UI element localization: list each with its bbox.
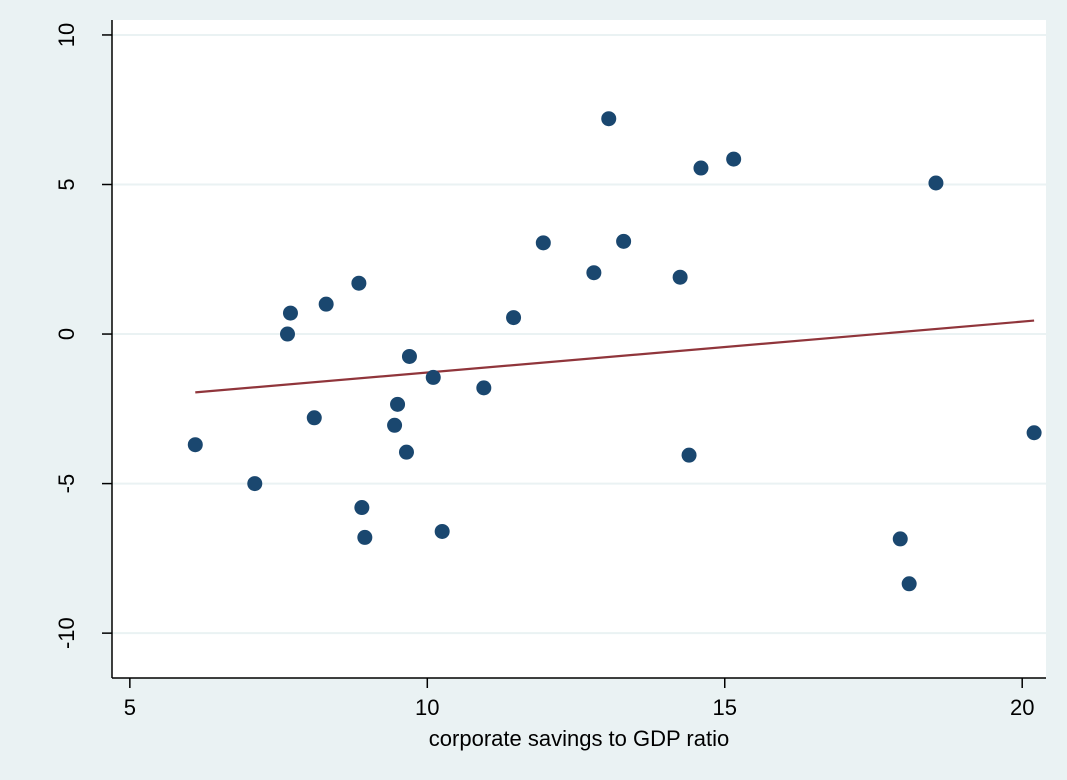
plot-area [112,20,1046,678]
data-point [928,175,944,191]
y-tick-label: 0 [54,328,79,340]
y-tick-label: 10 [54,23,79,47]
x-tick-label: 20 [1010,695,1034,720]
x-tick-label: 15 [713,695,737,720]
y-tick-label: 5 [54,178,79,190]
data-point [306,410,322,426]
gridlines [112,33,1046,635]
data-point [892,531,908,547]
data-point [425,369,441,385]
data-point [390,396,406,412]
data-point [1026,425,1042,441]
data-point [506,310,522,326]
x-axis-ticks: 5 10 15 20 [124,678,1034,720]
data-point [616,233,632,249]
y-axis-ticks: -10 -5 0 5 10 [54,23,112,649]
y-tick-label: -10 [54,617,79,649]
data-point [535,235,551,251]
data-point [726,151,742,167]
data-point [387,417,403,433]
data-point [354,500,370,516]
x-tick-label: 10 [415,695,439,720]
data-point [282,305,298,321]
x-tick-label: 5 [124,695,136,720]
x-axis-title: corporate savings to GDP ratio [429,726,729,751]
data-point [681,447,697,463]
data-point [693,160,709,176]
y-tick-label: -5 [54,474,79,494]
data-point [601,111,617,127]
data-point [476,380,492,396]
data-point [586,265,602,281]
fit-line-group [195,319,1035,394]
data-point [901,576,917,592]
scatter-points [187,111,1042,592]
data-point [398,444,414,460]
data-point [351,275,367,291]
data-point [401,348,417,364]
fit-line [195,319,1035,394]
data-point [247,476,263,492]
data-point [434,523,450,539]
data-point [187,437,203,453]
data-point [318,296,334,312]
data-point [672,269,688,285]
data-point [357,529,373,545]
data-point [279,326,295,342]
